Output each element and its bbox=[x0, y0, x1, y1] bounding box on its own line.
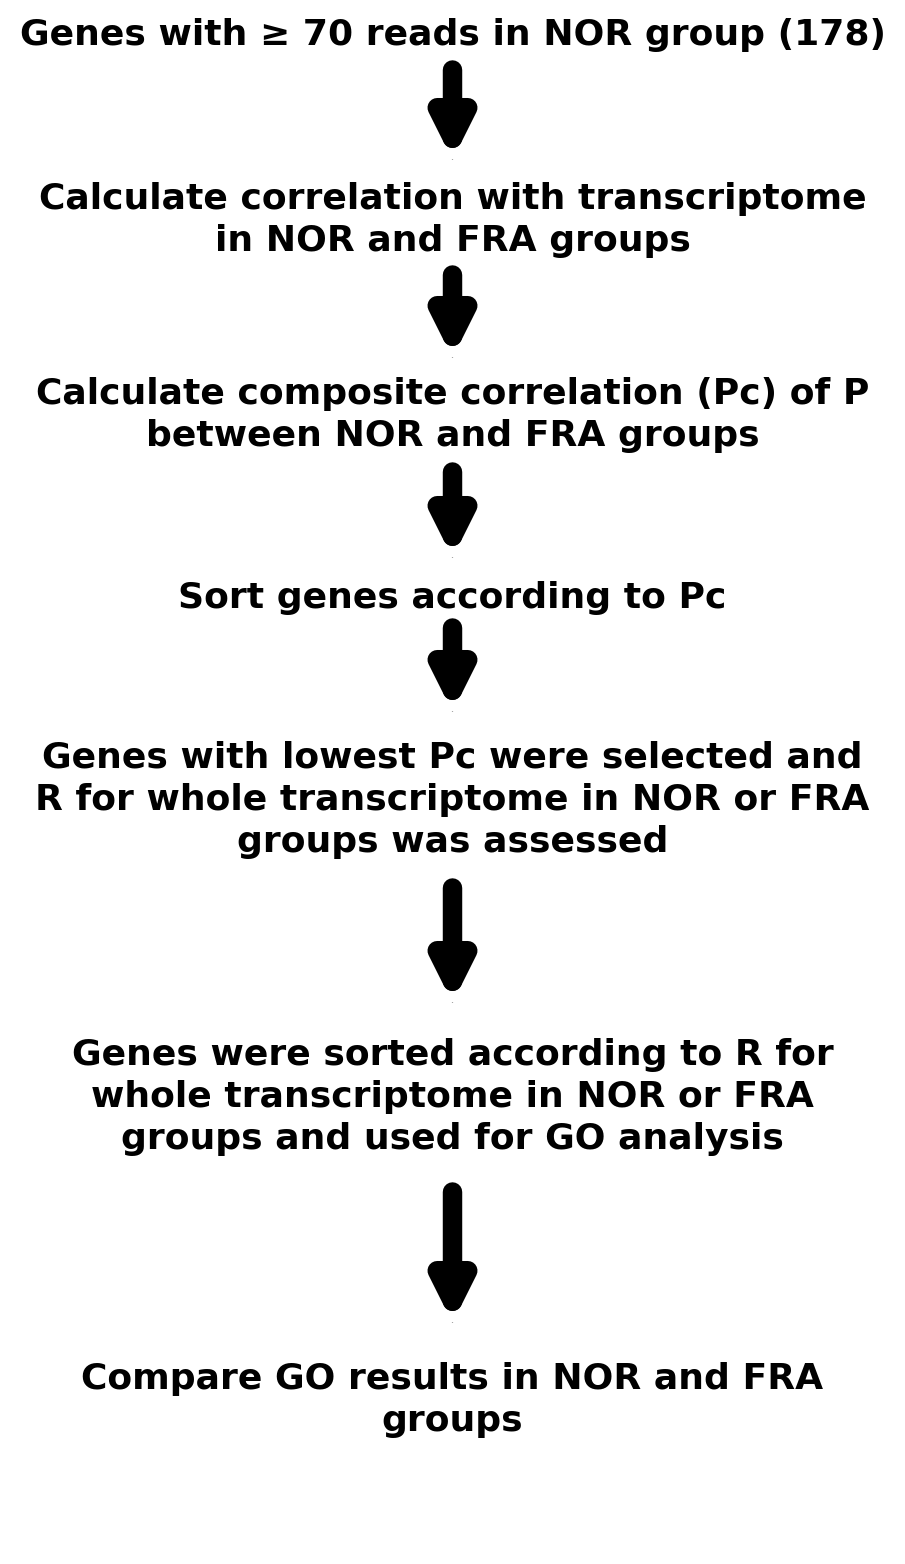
Text: Genes were sorted according to R for
whole transcriptome in NOR or FRA
groups an: Genes were sorted according to R for who… bbox=[71, 1038, 834, 1156]
Text: Calculate correlation with transcriptome
in NOR and FRA groups: Calculate correlation with transcriptome… bbox=[39, 181, 866, 258]
Text: Genes with lowest Pc were selected and
R for whole transcriptome in NOR or FRA
g: Genes with lowest Pc were selected and R… bbox=[35, 741, 870, 859]
Text: Genes with ≥ 70 reads in NOR group (178): Genes with ≥ 70 reads in NOR group (178) bbox=[20, 19, 885, 52]
Text: Compare GO results in NOR and FRA
groups: Compare GO results in NOR and FRA groups bbox=[81, 1362, 824, 1437]
Text: Calculate composite correlation (Pc) of P
between NOR and FRA groups: Calculate composite correlation (Pc) of … bbox=[36, 377, 869, 454]
Text: Sort genes according to Pc: Sort genes according to Pc bbox=[178, 580, 727, 615]
